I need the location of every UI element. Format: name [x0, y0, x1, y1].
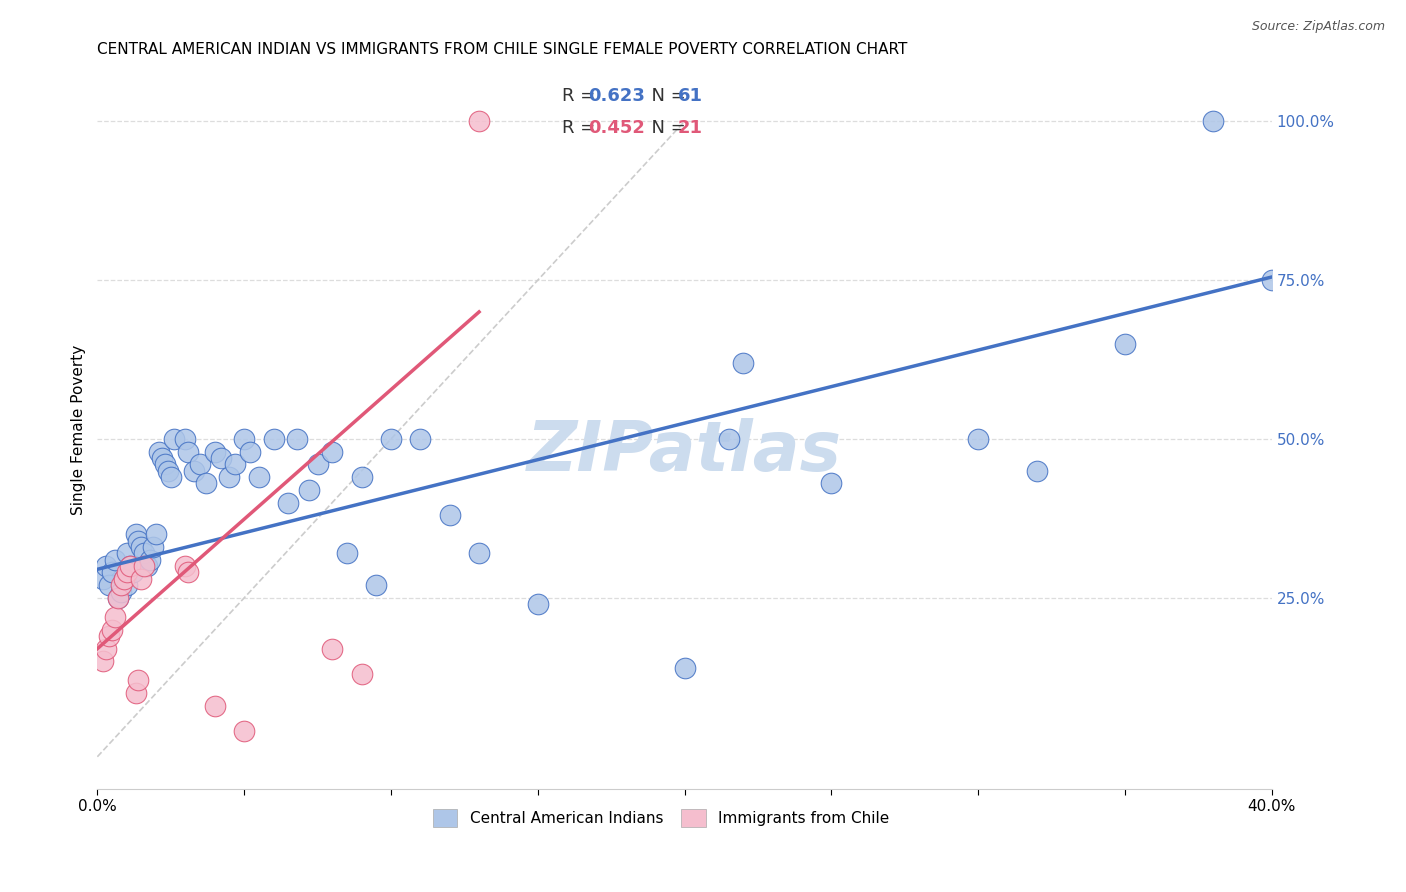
- Point: [336, 546, 359, 560]
- Point: [107, 591, 129, 605]
- Text: 0.452: 0.452: [588, 119, 645, 136]
- Point: [127, 533, 149, 548]
- Point: [233, 432, 256, 446]
- Point: [121, 566, 143, 580]
- Point: [409, 432, 432, 446]
- Text: N =: N =: [640, 119, 692, 136]
- Point: [118, 559, 141, 574]
- Point: [112, 572, 135, 586]
- Point: [380, 432, 402, 446]
- Point: [115, 546, 138, 560]
- Point: [967, 432, 990, 446]
- Point: [188, 458, 211, 472]
- Point: [127, 673, 149, 688]
- Point: [131, 572, 153, 586]
- Point: [118, 559, 141, 574]
- Point: [174, 432, 197, 446]
- Point: [145, 527, 167, 541]
- Point: [139, 553, 162, 567]
- Point: [285, 432, 308, 446]
- Point: [307, 458, 329, 472]
- Point: [104, 610, 127, 624]
- Point: [134, 546, 156, 560]
- Point: [91, 655, 114, 669]
- Text: CENTRAL AMERICAN INDIAN VS IMMIGRANTS FROM CHILE SINGLE FEMALE POVERTY CORRELATI: CENTRAL AMERICAN INDIAN VS IMMIGRANTS FR…: [97, 42, 908, 57]
- Text: 61: 61: [678, 87, 703, 104]
- Point: [717, 432, 740, 446]
- Point: [98, 629, 121, 643]
- Point: [177, 566, 200, 580]
- Point: [263, 432, 285, 446]
- Point: [101, 566, 124, 580]
- Point: [124, 527, 146, 541]
- Point: [733, 356, 755, 370]
- Point: [110, 578, 132, 592]
- Point: [153, 458, 176, 472]
- Text: ZIPatlas: ZIPatlas: [527, 417, 842, 484]
- Point: [134, 559, 156, 574]
- Point: [96, 559, 118, 574]
- Point: [159, 470, 181, 484]
- Point: [224, 458, 246, 472]
- Point: [183, 464, 205, 478]
- Point: [527, 597, 550, 611]
- Point: [96, 641, 118, 656]
- Point: [195, 476, 218, 491]
- Text: 0.623: 0.623: [588, 87, 645, 104]
- Text: R =: R =: [562, 119, 602, 136]
- Point: [209, 451, 232, 466]
- Point: [112, 572, 135, 586]
- Point: [148, 444, 170, 458]
- Point: [115, 578, 138, 592]
- Point: [1261, 273, 1284, 287]
- Legend: Central American Indians, Immigrants from Chile: Central American Indians, Immigrants fro…: [425, 802, 897, 835]
- Point: [124, 686, 146, 700]
- Text: R =: R =: [562, 87, 602, 104]
- Text: 21: 21: [678, 119, 703, 136]
- Text: N =: N =: [640, 87, 692, 104]
- Point: [673, 661, 696, 675]
- Point: [298, 483, 321, 497]
- Point: [104, 553, 127, 567]
- Point: [218, 470, 240, 484]
- Point: [204, 698, 226, 713]
- Point: [321, 641, 343, 656]
- Point: [247, 470, 270, 484]
- Text: Source: ZipAtlas.com: Source: ZipAtlas.com: [1251, 20, 1385, 33]
- Point: [439, 508, 461, 523]
- Point: [233, 724, 256, 739]
- Point: [177, 444, 200, 458]
- Point: [115, 566, 138, 580]
- Point: [91, 572, 114, 586]
- Point: [350, 470, 373, 484]
- Point: [98, 578, 121, 592]
- Point: [321, 444, 343, 458]
- Point: [277, 495, 299, 509]
- Point: [1026, 464, 1049, 478]
- Point: [163, 432, 186, 446]
- Point: [101, 623, 124, 637]
- Point: [820, 476, 842, 491]
- Point: [110, 584, 132, 599]
- Point: [468, 114, 491, 128]
- Point: [366, 578, 388, 592]
- Point: [468, 546, 491, 560]
- Point: [107, 591, 129, 605]
- Point: [1202, 114, 1225, 128]
- Point: [142, 540, 165, 554]
- Point: [204, 444, 226, 458]
- Point: [350, 667, 373, 681]
- Point: [136, 559, 159, 574]
- Point: [174, 559, 197, 574]
- Point: [1114, 336, 1136, 351]
- Point: [156, 464, 179, 478]
- Point: [131, 540, 153, 554]
- Point: [150, 451, 173, 466]
- Point: [239, 444, 262, 458]
- Y-axis label: Single Female Poverty: Single Female Poverty: [72, 344, 86, 515]
